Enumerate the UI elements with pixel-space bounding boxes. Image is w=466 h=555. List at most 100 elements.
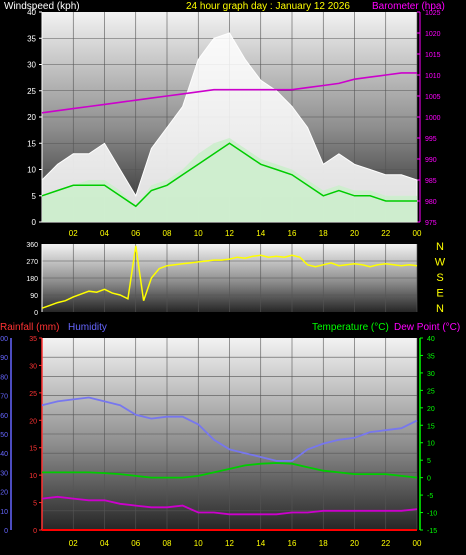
compass-letter: S bbox=[436, 272, 443, 284]
humidity-ytick-label: 80 bbox=[0, 374, 8, 381]
baro-ytick-label: 995 bbox=[425, 136, 437, 143]
wind-xtick-label: 10 bbox=[194, 229, 203, 238]
humidity-line bbox=[41, 396, 418, 462]
wind-direction-line bbox=[41, 245, 418, 309]
wind-ytick-label: 15 bbox=[27, 139, 36, 148]
baro-ytick-label: 975 bbox=[425, 220, 437, 227]
baro-ytick-label: 1005 bbox=[425, 94, 441, 101]
temperature-ytick-label: -15 bbox=[427, 528, 437, 535]
compass-letter: N bbox=[436, 241, 444, 253]
temperature-line bbox=[42, 462, 418, 479]
wind-ytick-label: 30 bbox=[27, 61, 36, 70]
baro-ytick-label: 985 bbox=[425, 178, 437, 185]
temperature-title: Temperature (°C) bbox=[312, 322, 389, 333]
temperature-ytick-label: 15 bbox=[427, 423, 435, 430]
temperature-ytick-label: 5 bbox=[427, 458, 431, 465]
wind-xtick-label: 12 bbox=[225, 229, 234, 238]
humidity-ytick-label: 30 bbox=[0, 470, 8, 477]
humidity-xtick-label: 08 bbox=[163, 539, 172, 548]
rain-ytick-label: 5 bbox=[33, 501, 37, 508]
date-title: 24 hour graph day : January 12 2026 bbox=[186, 1, 350, 12]
wind-ytick-label: 40 bbox=[27, 8, 36, 17]
direction-ytick-label: 180 bbox=[26, 276, 38, 283]
humidity-xtick-label: 12 bbox=[225, 539, 234, 548]
humidity-ytick-label: 100 bbox=[0, 336, 8, 343]
gust-area bbox=[41, 32, 418, 223]
wind-ytick-label: 20 bbox=[27, 113, 36, 122]
humidity-ytick-label: 90 bbox=[0, 355, 8, 362]
compass-letter: W bbox=[435, 257, 446, 269]
temperature-ytick-label: 40 bbox=[427, 336, 435, 343]
humidity-xtick-label: 10 bbox=[194, 539, 203, 548]
humidity-xtick-label: 02 bbox=[69, 539, 78, 548]
baro-ytick-label: 1010 bbox=[425, 73, 441, 80]
humidity-xtick-label: 22 bbox=[381, 539, 390, 548]
wind-xtick-label: 06 bbox=[131, 229, 140, 238]
compass-letter: N bbox=[436, 303, 444, 315]
rain-ytick-label: 20 bbox=[29, 418, 37, 425]
baro-ytick-label: 1025 bbox=[425, 10, 441, 17]
direction-ytick-label: 0 bbox=[34, 310, 38, 317]
humidity-title: Humidity bbox=[68, 322, 107, 333]
barometer-line bbox=[41, 72, 417, 114]
baro-ytick-label: 990 bbox=[425, 157, 437, 164]
humidity-xtick-label: 16 bbox=[288, 539, 297, 548]
humidity-ytick-label: 20 bbox=[0, 490, 8, 497]
humidity-ytick-label: 70 bbox=[0, 394, 8, 401]
temperature-ytick-label: -10 bbox=[427, 511, 437, 518]
temperature-ytick-label: 25 bbox=[427, 388, 435, 395]
humidity-ytick-label: 60 bbox=[0, 413, 8, 420]
rain-ytick-label: 30 bbox=[29, 363, 37, 370]
wind-xtick-label: 18 bbox=[319, 229, 328, 238]
baro-ytick-label: 980 bbox=[425, 199, 437, 206]
wind-xtick-label: 08 bbox=[163, 229, 172, 238]
wind-ytick-label: 5 bbox=[32, 192, 37, 201]
wind-xtick-label: 14 bbox=[256, 229, 265, 238]
temperature-ytick-label: 20 bbox=[427, 406, 435, 413]
humidity-xtick-label: 18 bbox=[319, 539, 328, 548]
temperature-ytick-label: 0 bbox=[427, 476, 431, 483]
wind-xtick-label: 02 bbox=[69, 229, 78, 238]
direction-ytick-label: 90 bbox=[30, 293, 38, 300]
rain-ytick-label: 15 bbox=[29, 446, 37, 453]
compass-letter: E bbox=[436, 288, 443, 300]
humidity-ytick-label: 0 bbox=[4, 528, 8, 535]
humidity-xtick-label: 20 bbox=[350, 539, 359, 548]
wind-xtick-label: 20 bbox=[350, 229, 359, 238]
temperature-ytick-label: 10 bbox=[427, 441, 435, 448]
rain-ytick-label: 0 bbox=[33, 528, 37, 535]
wind-xtick-label: 22 bbox=[381, 229, 390, 238]
wind-ytick-label: 25 bbox=[27, 87, 36, 96]
barometer-title: Barometer (hpa) bbox=[372, 1, 445, 12]
wind-ytick-label: 35 bbox=[27, 34, 36, 43]
wind-xtick-label: 00 bbox=[413, 229, 422, 238]
average-wind-line bbox=[41, 142, 417, 208]
humidity-xtick-label: 00 bbox=[413, 539, 422, 548]
humidity-xtick-label: 04 bbox=[100, 539, 109, 548]
direction-ytick-label: 270 bbox=[26, 259, 38, 266]
baro-ytick-label: 1015 bbox=[425, 52, 441, 59]
wind-ytick-label: 0 bbox=[32, 218, 37, 227]
wind-xtick-label: 16 bbox=[288, 229, 297, 238]
wind-xtick-label: 04 bbox=[100, 229, 109, 238]
humidity-xtick-label: 14 bbox=[256, 539, 265, 548]
temperature-ytick-label: -5 bbox=[427, 493, 433, 500]
direction-ytick-label: 360 bbox=[26, 242, 38, 249]
wind-ytick-label: 10 bbox=[27, 166, 36, 175]
rain-ytick-label: 10 bbox=[29, 473, 37, 480]
rain-ytick-label: 25 bbox=[29, 391, 37, 398]
humidity-ytick-label: 40 bbox=[0, 451, 8, 458]
baro-ytick-label: 1000 bbox=[425, 115, 441, 122]
humidity-ytick-label: 10 bbox=[0, 509, 8, 516]
average-wind-area bbox=[42, 138, 417, 222]
dewpoint-line bbox=[41, 495, 418, 516]
rain-ytick-label: 35 bbox=[29, 336, 37, 343]
temperature-ytick-label: 35 bbox=[427, 353, 435, 360]
dewpoint-title: Dew Point (°C) bbox=[394, 322, 460, 333]
temperature-ytick-label: 30 bbox=[427, 371, 435, 378]
rainfall-title: Rainfall (mm) bbox=[0, 322, 59, 333]
baro-ytick-label: 1020 bbox=[425, 31, 441, 38]
humidity-ytick-label: 50 bbox=[0, 432, 8, 439]
